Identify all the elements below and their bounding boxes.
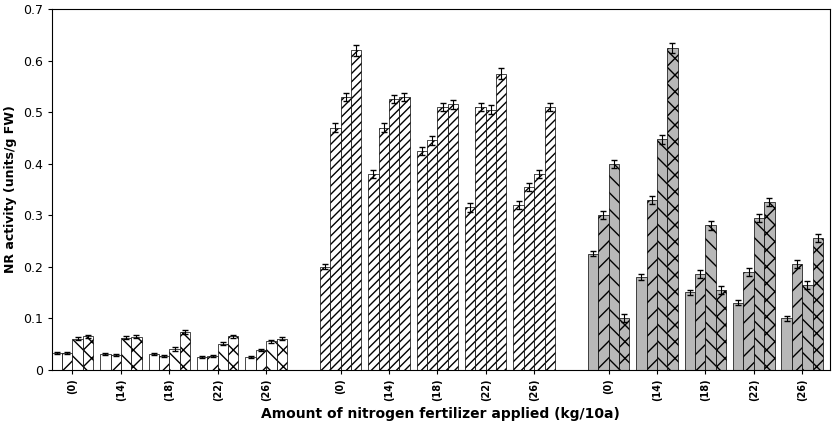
Bar bbox=[131, 337, 142, 370]
Bar bbox=[73, 339, 83, 370]
Bar bbox=[743, 272, 754, 370]
Bar bbox=[330, 128, 340, 370]
Bar bbox=[83, 336, 93, 370]
Bar bbox=[229, 336, 239, 370]
Bar bbox=[716, 290, 726, 370]
Bar bbox=[437, 107, 448, 370]
Bar bbox=[588, 254, 598, 370]
Bar bbox=[791, 264, 802, 370]
Bar bbox=[351, 50, 361, 370]
Bar bbox=[619, 318, 630, 370]
Bar bbox=[764, 202, 775, 370]
Bar bbox=[812, 238, 823, 370]
Bar bbox=[475, 107, 485, 370]
Bar bbox=[496, 74, 506, 370]
Y-axis label: NR activity (units/g FW): NR activity (units/g FW) bbox=[4, 105, 18, 273]
Bar bbox=[62, 353, 73, 370]
Bar bbox=[646, 200, 657, 370]
Bar bbox=[197, 357, 208, 370]
Bar bbox=[427, 141, 437, 370]
Bar bbox=[754, 218, 764, 370]
Bar bbox=[485, 110, 496, 370]
Bar bbox=[277, 339, 287, 370]
Bar bbox=[706, 225, 716, 370]
Bar bbox=[121, 338, 131, 370]
Bar bbox=[148, 354, 159, 370]
Bar bbox=[524, 187, 534, 370]
Bar bbox=[52, 353, 62, 370]
Bar bbox=[781, 318, 791, 370]
Bar bbox=[208, 356, 218, 370]
Bar bbox=[695, 275, 706, 370]
Bar bbox=[245, 357, 256, 370]
Bar bbox=[379, 128, 389, 370]
Bar bbox=[534, 174, 545, 370]
Bar bbox=[368, 174, 379, 370]
Bar bbox=[545, 107, 555, 370]
Bar bbox=[111, 355, 121, 370]
Bar bbox=[169, 349, 179, 370]
Bar bbox=[399, 97, 409, 370]
Bar bbox=[319, 266, 330, 370]
Bar bbox=[685, 292, 695, 370]
Bar bbox=[514, 205, 524, 370]
Bar bbox=[266, 341, 277, 370]
Bar bbox=[256, 350, 266, 370]
Bar bbox=[657, 139, 667, 370]
X-axis label: Amount of nitrogen fertilizer applied (kg/10a): Amount of nitrogen fertilizer applied (k… bbox=[261, 407, 620, 421]
Bar bbox=[733, 303, 743, 370]
Bar bbox=[609, 164, 619, 370]
Bar bbox=[340, 97, 351, 370]
Bar bbox=[802, 285, 812, 370]
Bar bbox=[389, 99, 399, 370]
Bar bbox=[218, 344, 229, 370]
Bar bbox=[159, 356, 169, 370]
Bar bbox=[465, 207, 475, 370]
Bar bbox=[179, 332, 190, 370]
Bar bbox=[417, 151, 427, 370]
Bar bbox=[448, 105, 458, 370]
Bar bbox=[598, 215, 609, 370]
Bar bbox=[100, 354, 111, 370]
Bar bbox=[636, 277, 646, 370]
Bar bbox=[667, 48, 678, 370]
